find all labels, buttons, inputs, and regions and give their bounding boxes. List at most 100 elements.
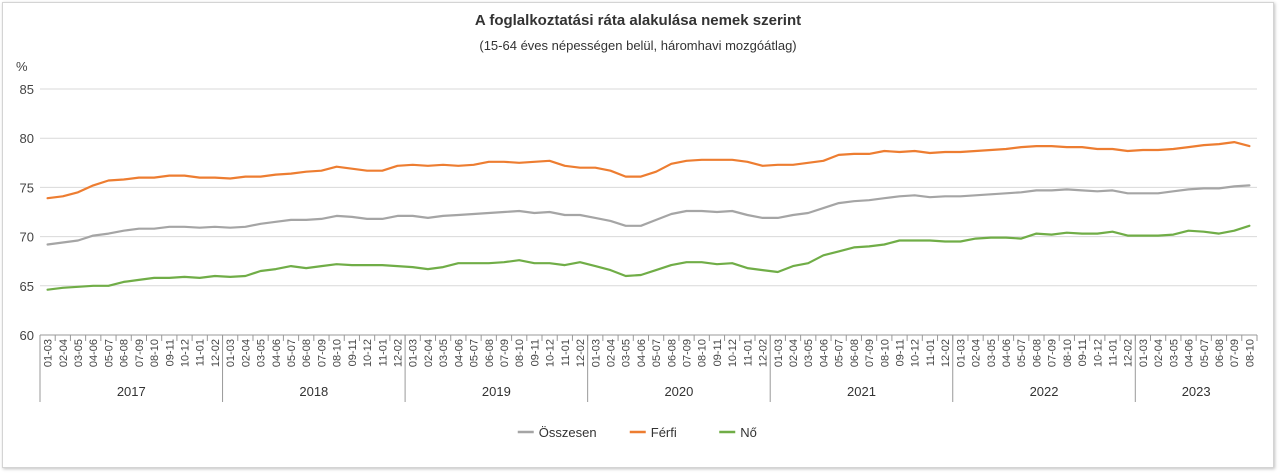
year-label: 2023	[1182, 384, 1211, 399]
x-tick-label: 05-07	[1016, 339, 1028, 367]
x-tick-label: 09-11	[895, 339, 907, 366]
year-label: 2021	[847, 384, 876, 399]
year-label: 2019	[482, 384, 511, 399]
x-tick-label: 06-08	[1031, 339, 1043, 367]
chart-frame	[2, 2, 1274, 468]
x-tick-label: 08-10	[879, 339, 891, 367]
year-label: 2022	[1030, 384, 1059, 399]
x-tick-label: 12-02	[210, 339, 222, 367]
x-tick-label: 05-07	[834, 339, 846, 367]
y-tick-label: 75	[20, 180, 34, 195]
x-tick-label: 08-10	[514, 339, 526, 367]
x-tick-label: 11-01	[560, 339, 572, 366]
x-tick-label: 05-07	[469, 339, 481, 367]
x-tick-label: 11-01	[925, 339, 937, 366]
x-tick-label: 06-08	[484, 339, 496, 367]
series-line-3	[46, 224, 1251, 291]
x-tick-label: 04-06	[453, 339, 465, 367]
x-tick-label: 11-01	[1108, 339, 1120, 366]
x-tick-label: 11-01	[195, 339, 207, 366]
x-tick-label: 07-09	[864, 339, 876, 367]
x-tick-label: 04-06	[818, 339, 830, 367]
x-tick-label: 02-04	[1153, 339, 1165, 367]
chart-title: A foglalkoztatási ráta alakulása nemek s…	[475, 12, 801, 29]
x-tick-label: 07-09	[682, 339, 694, 367]
x-tick-label: 01-03	[1138, 339, 1150, 367]
y-tick-label: 60	[20, 328, 34, 343]
year-label: 2020	[664, 384, 693, 399]
x-tick-label: 05-07	[286, 339, 298, 367]
x-tick-label: 09-11	[347, 339, 359, 366]
x-tick-label: 08-10	[1244, 339, 1256, 367]
chart-subtitle: (15-64 éves népességen belül, háromhavi …	[479, 38, 796, 53]
x-tick-label: 07-09	[1047, 339, 1059, 367]
x-tick-label: 06-08	[301, 339, 313, 367]
x-tick-label: 06-08	[119, 339, 131, 367]
series-line-2	[46, 141, 1251, 200]
x-tick-label: 03-05	[803, 339, 815, 367]
x-tick-label: 08-10	[1062, 339, 1074, 367]
x-tick-label: 05-07	[104, 339, 116, 367]
x-tick-label: 01-03	[773, 339, 785, 367]
y-tick-label: 80	[20, 131, 34, 146]
series-line-1	[46, 184, 1251, 246]
x-tick-label: 01-03	[408, 339, 420, 367]
x-tick-label: 02-04	[423, 339, 435, 367]
x-tick-label: 08-10	[149, 339, 161, 367]
x-tick-label: 08-10	[332, 339, 344, 367]
x-tick-label: 11-01	[377, 339, 389, 366]
x-tick-label: 04-06	[1001, 339, 1013, 367]
x-tick-label: 10-12	[727, 339, 739, 367]
x-tick-label: 04-06	[636, 339, 648, 367]
x-tick-label: 12-02	[575, 339, 587, 367]
x-tick-label: 01-03	[43, 339, 55, 367]
y-tick-label: 70	[20, 230, 34, 245]
x-tick-label: 03-05	[256, 339, 268, 367]
x-tick-label: 06-08	[666, 339, 678, 367]
x-tick-label: 02-04	[240, 339, 252, 367]
x-tick-label: 04-06	[271, 339, 283, 367]
x-tick-label: 02-04	[788, 339, 800, 367]
legend-label-2: Férfi	[651, 425, 677, 440]
x-tick-label: 09-11	[712, 339, 724, 366]
legend-label-1: Összesen	[539, 425, 597, 440]
x-tick-label: 06-08	[1214, 339, 1226, 367]
x-tick-label: 10-12	[910, 339, 922, 367]
legend-label-3: Nő	[740, 425, 757, 440]
x-tick-label: 03-05	[438, 339, 450, 367]
x-tick-label: 11-01	[742, 339, 754, 366]
x-tick-label: 12-02	[393, 339, 405, 367]
y-tick-label: 85	[20, 82, 34, 97]
x-tick-label: 07-09	[134, 339, 146, 367]
x-tick-label: 07-09	[316, 339, 328, 367]
x-tick-label: 03-05	[621, 339, 633, 367]
x-tick-label: 03-05	[73, 339, 85, 367]
x-tick-label: 04-06	[88, 339, 100, 367]
x-tick-label: 10-12	[1092, 339, 1104, 367]
x-tick-label: 10-12	[180, 339, 192, 367]
x-tick-label: 01-03	[955, 339, 967, 367]
x-tick-label: 12-02	[758, 339, 770, 367]
x-tick-label: 05-07	[651, 339, 663, 367]
x-tick-label: 12-02	[1123, 339, 1135, 367]
x-tick-label: 02-04	[971, 339, 983, 367]
x-tick-label: 09-11	[529, 339, 541, 366]
x-tick-label: 06-08	[849, 339, 861, 367]
x-tick-label: 07-09	[499, 339, 511, 367]
x-tick-label: 10-12	[362, 339, 374, 367]
x-tick-label: 01-03	[225, 339, 237, 367]
x-tick-label: 03-05	[1168, 339, 1180, 367]
x-tick-label: 09-11	[1077, 339, 1089, 366]
y-tick-label: 65	[20, 279, 34, 294]
x-tick-label: 10-12	[545, 339, 557, 367]
x-tick-label: 03-05	[986, 339, 998, 367]
year-label: 2018	[299, 384, 328, 399]
x-tick-label: 09-11	[164, 339, 176, 366]
x-tick-label: 07-09	[1229, 339, 1241, 367]
x-tick-label: 08-10	[697, 339, 709, 367]
x-tick-label: 12-02	[940, 339, 952, 367]
x-tick-label: 02-04	[58, 339, 70, 367]
year-label: 2017	[117, 384, 146, 399]
x-tick-label: 04-06	[1184, 339, 1196, 367]
x-tick-label: 02-04	[606, 339, 618, 367]
